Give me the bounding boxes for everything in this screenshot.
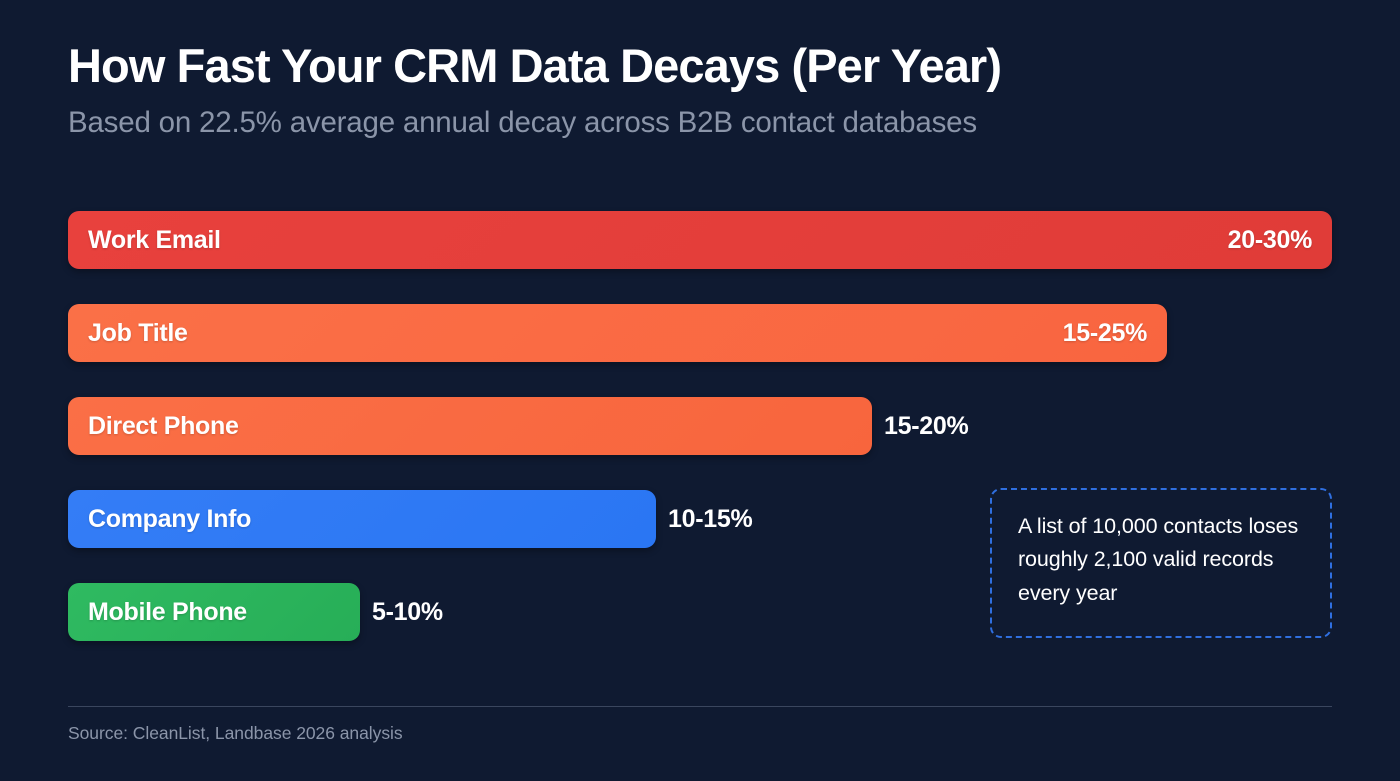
page-title: How Fast Your CRM Data Decays (Per Year) bbox=[68, 39, 1002, 92]
bar-row: Mobile Phone 5-10% bbox=[68, 583, 1340, 641]
bar-label: Mobile Phone bbox=[88, 597, 247, 626]
bar-value: 15-20% bbox=[884, 411, 969, 440]
bar-row: Work Email 20-30% bbox=[68, 211, 1340, 269]
bar-chart: Work Email 20-30% Job Title 15-25% Direct Ph… bbox=[68, 211, 1340, 641]
bar-label: Company Info bbox=[88, 504, 252, 533]
bar-value: 20-30% bbox=[1227, 225, 1313, 254]
bar-company-info: Company Info bbox=[68, 490, 656, 548]
bar-value: 10-15% bbox=[668, 504, 753, 533]
bar-mobile-phone: Mobile Phone bbox=[68, 583, 360, 641]
bar-direct-phone: Direct Phone bbox=[68, 397, 872, 455]
callout-box: A list of 10,000 contacts loses roughly … bbox=[990, 488, 1332, 638]
footer-divider bbox=[68, 706, 1332, 707]
source-note: Source: CleanList, Landbase 2026 analysi… bbox=[68, 723, 403, 743]
bar-job-title: Job Title 15-25% bbox=[68, 304, 1167, 362]
bar-work-email: Work Email 20-30% bbox=[68, 211, 1332, 269]
bar-row: Direct Phone 15-20% bbox=[68, 397, 1340, 455]
bar-label: Job Title bbox=[88, 318, 188, 347]
bar-label: Work Email bbox=[88, 225, 221, 254]
bar-label: Direct Phone bbox=[88, 411, 239, 440]
chart-header: How Fast Your CRM Data Decays (Per Year)… bbox=[68, 39, 1338, 140]
chart-subtitle: Based on 22.5% average annual decay acro… bbox=[68, 105, 977, 139]
callout-text: A list of 10,000 contacts loses roughly … bbox=[1018, 514, 1299, 605]
bar-row: Job Title 15-25% bbox=[68, 304, 1340, 362]
bar-row: Company Info 10-15% bbox=[68, 490, 1340, 548]
bar-value: 5-10% bbox=[372, 597, 443, 626]
bar-value: 15-25% bbox=[1062, 318, 1148, 347]
